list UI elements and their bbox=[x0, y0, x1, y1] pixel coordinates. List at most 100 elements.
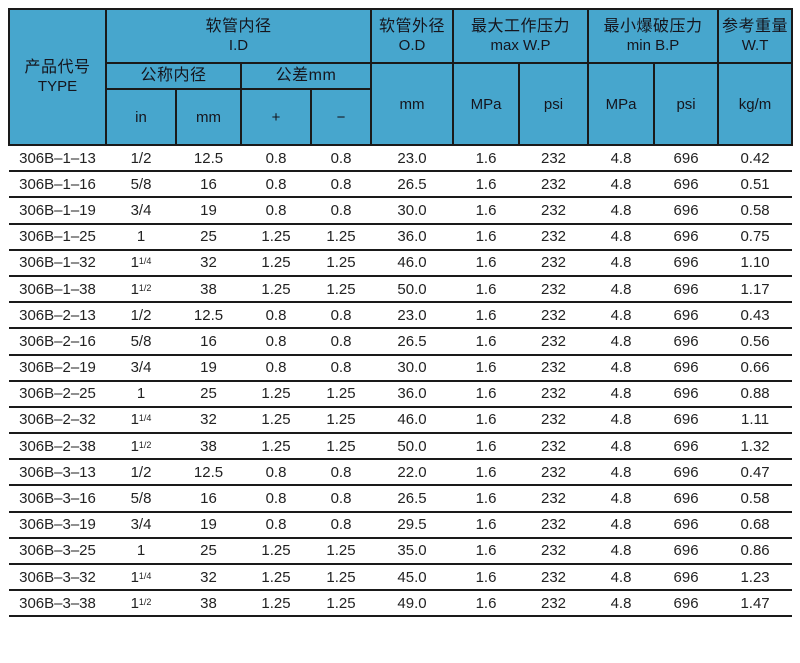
header-inner-diameter: 软管内径 I.D bbox=[104, 8, 373, 64]
cell-in: 5/8 bbox=[106, 328, 176, 356]
cell-wp-mpa: 1.6 bbox=[453, 328, 520, 356]
cell-tol-minus: 0.8 bbox=[311, 145, 372, 173]
header-outer-diameter-en: O.D bbox=[398, 37, 426, 55]
cell-bp-psi: 696 bbox=[654, 459, 719, 487]
header-reference-weight-en: W.T bbox=[741, 37, 769, 55]
cell-wp-mpa: 1.6 bbox=[453, 459, 520, 487]
cell-tol-plus: 0.8 bbox=[241, 328, 311, 356]
table-row: 306B–2–16 5/8 16 0.8 0.8 26.5 1.6 232 4.8 696 0.56 bbox=[9, 328, 793, 356]
cell-wp-mpa: 1.6 bbox=[453, 171, 520, 199]
inch-fraction: 1/2 bbox=[138, 282, 152, 293]
header-unit-bp-mpa: MPa bbox=[587, 62, 656, 146]
header-unit-wp-mpa: MPa bbox=[452, 62, 521, 146]
cell-id-mm: 32 bbox=[176, 249, 241, 277]
cell-wp-mpa: 1.6 bbox=[453, 145, 520, 173]
cell-bp-mpa: 4.8 bbox=[588, 433, 655, 461]
cell-tol-minus: 1.25 bbox=[311, 249, 372, 277]
cell-tol-plus: 0.8 bbox=[241, 511, 311, 539]
cell-type: 306B–1–32 bbox=[9, 249, 106, 277]
cell-id-mm: 12.5 bbox=[176, 459, 241, 487]
header-unit-plus: + bbox=[240, 88, 312, 146]
cell-in: 5/8 bbox=[106, 171, 176, 199]
cell-id-mm: 38 bbox=[176, 590, 241, 618]
cell-wp-mpa: 1.6 bbox=[453, 197, 520, 225]
table-row: 306B–1–16 5/8 16 0.8 0.8 26.5 1.6 232 4.8 696 0.51 bbox=[9, 171, 793, 199]
table-row: 306B–3–38 11/2 38 1.25 1.25 49.0 1.6 232 4.8 696 1… bbox=[9, 590, 793, 618]
cell-type: 306B–1–19 bbox=[9, 197, 106, 225]
cell-type: 306B–2–19 bbox=[9, 354, 106, 382]
cell-tol-plus: 1.25 bbox=[241, 433, 311, 461]
cell-wp-psi: 232 bbox=[519, 328, 589, 356]
cell-wt: 0.51 bbox=[718, 171, 793, 199]
cell-tol-minus: 0.8 bbox=[311, 485, 372, 513]
cell-tol-plus: 1.25 bbox=[241, 564, 311, 592]
hose-spec-table: 产品代号 TYPE 软管内径 I.D 软管外径 O.D 最大工作压力 max W… bbox=[8, 8, 794, 618]
table-header: 产品代号 TYPE 软管内径 I.D 软管外径 O.D 最大工作压力 max W… bbox=[8, 8, 794, 146]
header-product-code-en: TYPE bbox=[37, 78, 78, 96]
cell-od: 36.0 bbox=[371, 380, 454, 408]
cell-type: 306B–1–13 bbox=[9, 145, 106, 173]
cell-wp-psi: 232 bbox=[519, 537, 589, 566]
table-row: 306B–1–38 11/2 38 1.25 1.25 50.0 1.6 232 4.8 696 1… bbox=[9, 275, 793, 304]
cell-od: 46.0 bbox=[371, 406, 454, 435]
cell-tol-minus: 1.25 bbox=[311, 275, 372, 304]
cell-tol-plus: 0.8 bbox=[241, 459, 311, 487]
cell-bp-psi: 696 bbox=[654, 590, 719, 618]
cell-type: 306B–2–13 bbox=[9, 302, 106, 330]
cell-wt: 1.17 bbox=[718, 275, 793, 304]
cell-wt: 0.75 bbox=[718, 223, 793, 251]
header-unit-minus: − bbox=[309, 88, 373, 146]
cell-wt: 1.11 bbox=[718, 406, 793, 435]
cell-bp-mpa: 4.8 bbox=[588, 537, 655, 566]
cell-id-mm: 38 bbox=[176, 275, 241, 304]
cell-bp-psi: 696 bbox=[654, 564, 719, 592]
cell-wp-psi: 232 bbox=[519, 354, 589, 382]
cell-in: 1 bbox=[106, 537, 176, 566]
cell-wt: 1.47 bbox=[718, 590, 793, 618]
cell-tol-plus: 1.25 bbox=[241, 537, 311, 566]
cell-wt: 0.58 bbox=[718, 197, 793, 225]
inch-fraction: 1/2 bbox=[138, 596, 152, 607]
cell-wp-mpa: 1.6 bbox=[453, 223, 520, 251]
cell-od: 26.5 bbox=[371, 328, 454, 356]
cell-wp-psi: 232 bbox=[519, 171, 589, 199]
cell-bp-mpa: 4.8 bbox=[588, 590, 655, 618]
table-row: 306B–3–16 5/8 16 0.8 0.8 26.5 1.6 232 4.8 696 0.58 bbox=[9, 485, 793, 513]
cell-id-mm: 12.5 bbox=[176, 302, 241, 330]
cell-id-mm: 25 bbox=[176, 537, 241, 566]
cell-bp-psi: 696 bbox=[654, 249, 719, 277]
cell-wp-mpa: 1.6 bbox=[453, 590, 520, 618]
cell-tol-plus: 0.8 bbox=[241, 302, 311, 330]
table-row: 306B–3–19 3/4 19 0.8 0.8 29.5 1.6 232 4.8 696 0.68 bbox=[9, 511, 793, 539]
cell-id-mm: 32 bbox=[176, 564, 241, 592]
header-tolerance: 公差mm bbox=[239, 62, 373, 90]
cell-in: 1/2 bbox=[106, 459, 176, 487]
table-row: 306B–2–38 11/2 38 1.25 1.25 50.0 1.6 232 4.8 696 1… bbox=[9, 433, 793, 461]
cell-wp-mpa: 1.6 bbox=[453, 433, 520, 461]
cell-od: 30.0 bbox=[371, 197, 454, 225]
cell-wp-psi: 232 bbox=[519, 145, 589, 173]
cell-in: 11/2 bbox=[106, 590, 176, 618]
cell-wp-psi: 232 bbox=[519, 433, 589, 461]
header-nominal-id: 公称内径 bbox=[105, 62, 242, 90]
cell-id-mm: 16 bbox=[176, 328, 241, 356]
cell-bp-mpa: 4.8 bbox=[588, 275, 655, 304]
cell-type: 306B–3–32 bbox=[9, 564, 106, 592]
header-tolerance-zh: 公差mm bbox=[275, 67, 337, 85]
header-max-working-pressure-zh: 最大工作压力 bbox=[471, 17, 571, 35]
header-unit-bp-psi: psi bbox=[653, 62, 720, 146]
table-row: 306B–2–19 3/4 19 0.8 0.8 30.0 1.6 232 4.8 696 0.66 bbox=[9, 354, 793, 382]
cell-type: 306B–1–16 bbox=[9, 171, 106, 199]
cell-wp-psi: 232 bbox=[519, 302, 589, 330]
header-outer-diameter: 软管外径 O.D bbox=[370, 8, 455, 64]
cell-type: 306B–1–38 bbox=[9, 275, 106, 304]
cell-bp-psi: 696 bbox=[654, 302, 719, 330]
header-product-code: 产品代号 TYPE bbox=[8, 8, 107, 146]
cell-tol-minus: 1.25 bbox=[311, 537, 372, 566]
cell-wt: 1.23 bbox=[718, 564, 793, 592]
inch-fraction: 1/2 bbox=[138, 439, 152, 450]
cell-bp-psi: 696 bbox=[654, 223, 719, 251]
cell-od: 23.0 bbox=[371, 145, 454, 173]
cell-tol-plus: 1.25 bbox=[241, 380, 311, 408]
cell-id-mm: 12.5 bbox=[176, 145, 241, 173]
